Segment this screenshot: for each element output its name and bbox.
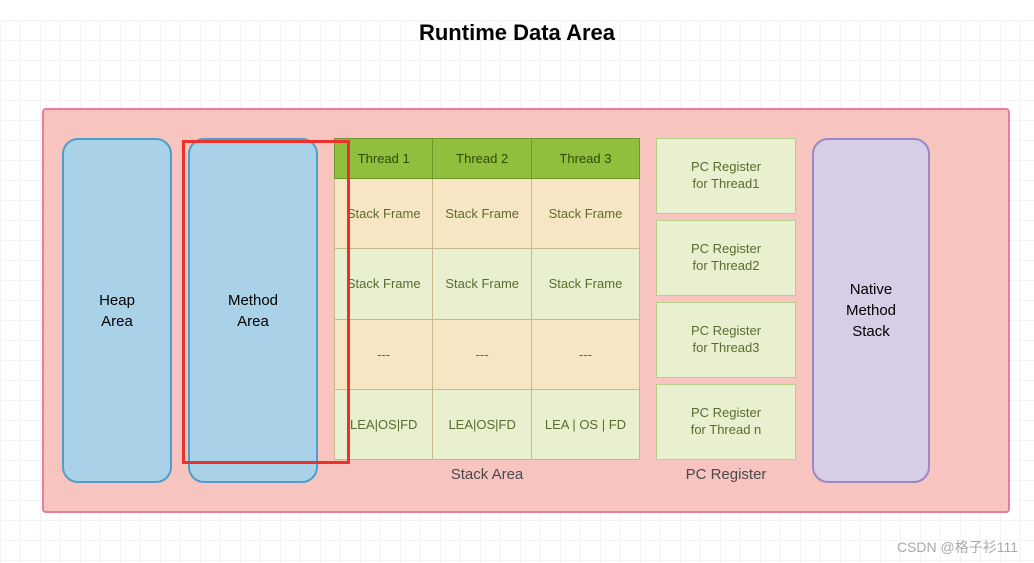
stack-column-header: Thread 3 <box>531 139 639 179</box>
stack-cell: Stack Frame <box>335 249 433 319</box>
heap-area-block: HeapArea <box>62 138 172 483</box>
native-method-stack-label: NativeMethodStack <box>846 279 896 342</box>
stack-cell: LEA|OS|FD <box>433 389 531 459</box>
stack-cell: Stack Frame <box>433 179 531 249</box>
stack-cell: Stack Frame <box>335 179 433 249</box>
native-method-stack-block: NativeMethodStack <box>812 138 930 483</box>
stack-cell: --- <box>531 319 639 389</box>
stack-cell: LEA|OS|FD <box>335 389 433 459</box>
watermark: CSDN @格子衫111 <box>897 537 1018 557</box>
stack-area-section: Thread 1Thread 2Thread 3 Stack FrameStac… <box>334 138 640 483</box>
stack-column-header: Thread 2 <box>433 139 531 179</box>
stack-column-header: Thread 1 <box>335 139 433 179</box>
pc-register-item: PC Registerfor Thread3 <box>656 302 796 378</box>
pc-register-item: PC Registerfor Thread n <box>656 384 796 460</box>
stack-cell: Stack Frame <box>531 179 639 249</box>
pc-register-list: PC Registerfor Thread1PC Registerfor Thr… <box>656 138 796 460</box>
stack-cell: --- <box>433 319 531 389</box>
heap-area-label: HeapArea <box>99 290 135 332</box>
stack-area-table: Thread 1Thread 2Thread 3 Stack FrameStac… <box>334 138 640 460</box>
stack-cell: Stack Frame <box>531 249 639 319</box>
stack-cell: --- <box>335 319 433 389</box>
pc-register-label: PC Register <box>656 466 796 483</box>
runtime-data-area-container: HeapArea MethodArea Thread 1Thread 2Thre… <box>42 108 1010 513</box>
pc-register-item: PC Registerfor Thread1 <box>656 138 796 214</box>
pc-register-section: PC Registerfor Thread1PC Registerfor Thr… <box>656 138 796 483</box>
method-area-label: MethodArea <box>228 290 278 332</box>
pc-register-item: PC Registerfor Thread2 <box>656 220 796 296</box>
stack-cell: LEA | OS | FD <box>531 389 639 459</box>
stack-cell: Stack Frame <box>433 249 531 319</box>
stack-area-label: Stack Area <box>334 466 640 483</box>
diagram-title: Runtime Data Area <box>0 20 1034 46</box>
method-area-block: MethodArea <box>188 138 318 483</box>
